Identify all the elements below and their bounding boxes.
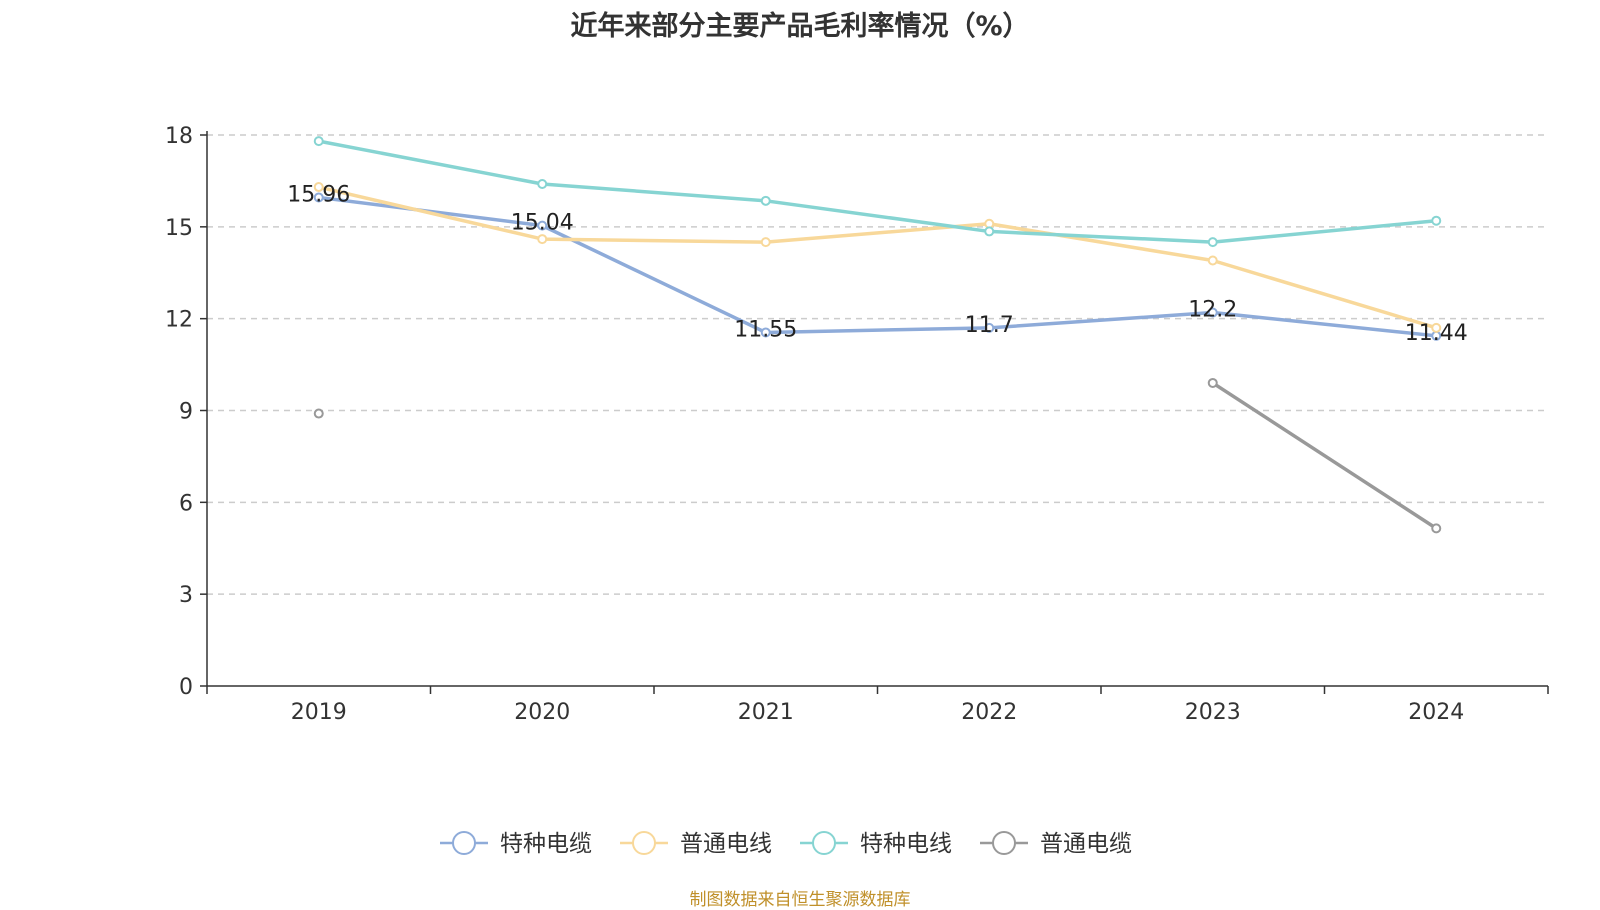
legend-label: 特种电线	[860, 831, 952, 857]
data-point[interactable]	[1207, 307, 1218, 318]
data-point[interactable]	[1431, 215, 1442, 226]
data-point[interactable]	[984, 322, 995, 333]
legend-item-1[interactable]: 特种电缆	[440, 831, 592, 857]
data-point[interactable]	[1207, 255, 1218, 266]
data-point[interactable]	[537, 234, 548, 245]
data-point[interactable]	[1207, 237, 1218, 248]
series-lines	[313, 136, 1442, 534]
legend-item-4[interactable]: 普通电缆	[980, 831, 1132, 857]
x-tick-label-2023: 2023	[1185, 700, 1241, 725]
data-point[interactable]	[760, 237, 771, 248]
data-point[interactable]	[313, 136, 324, 147]
source-note: 制图数据来自恒生聚源数据库	[689, 890, 911, 910]
data-point[interactable]	[313, 192, 324, 203]
series-line-1-0	[318, 195, 1437, 338]
data-point[interactable]	[760, 327, 771, 338]
legend-item-3[interactable]: 特种电线	[800, 831, 952, 857]
y-tick-label-3: 3	[179, 583, 193, 608]
data-label: 15.04	[511, 211, 574, 236]
legend-label: 普通电缆	[1040, 831, 1132, 857]
y-tick-label-6: 6	[179, 491, 193, 516]
x-tick-label-2020: 2020	[514, 700, 570, 725]
data-point[interactable]	[537, 220, 548, 231]
data-point[interactable]	[1431, 523, 1442, 534]
legend-marker-icon	[992, 831, 1016, 855]
legend-marker-icon	[452, 831, 476, 855]
x-tick-label-2021: 2021	[738, 700, 794, 725]
data-label: 12.2	[1188, 298, 1237, 323]
data-point[interactable]	[760, 195, 771, 206]
legend-item-2[interactable]: 普通电线	[620, 831, 772, 857]
data-point[interactable]	[313, 408, 324, 419]
data-point[interactable]	[1431, 322, 1442, 333]
gridlines	[207, 134, 1548, 595]
series-line-2-0	[318, 185, 1437, 330]
y-tick-label-0: 0	[179, 675, 193, 700]
data-point[interactable]	[984, 226, 995, 237]
y-tick-label-9: 9	[179, 400, 193, 425]
data-label: 11.44	[1405, 321, 1468, 346]
data-point[interactable]	[537, 178, 548, 189]
series-4	[313, 377, 1442, 534]
x-tick-label-2024: 2024	[1408, 700, 1464, 725]
data-labels: 15.96 15.04 11.55 11.7 12.2 11.44	[287, 182, 1467, 345]
series-3	[313, 136, 1442, 248]
data-point[interactable]	[1207, 377, 1218, 388]
legend-marker-icon	[812, 831, 836, 855]
data-label: 11.55	[734, 317, 797, 342]
series-1	[313, 192, 1442, 341]
legend[interactable]: 特种电缆 普通电线 特种电线 普通电缆	[440, 831, 1132, 857]
data-label: 11.7	[965, 313, 1014, 338]
series-2	[313, 182, 1442, 333]
chart-title: 近年来部分主要产品毛利率情况（%）	[570, 11, 1030, 42]
axes: 0 3 6 9 12 15 18 2019 2020 2021 2022 2023 2024	[165, 124, 1549, 725]
series-line-4-1	[1211, 381, 1438, 530]
x-tick-label-2019: 2019	[291, 700, 347, 725]
legend-label: 特种电缆	[500, 831, 592, 857]
data-label: 15.96	[287, 182, 350, 207]
y-tick-label-12: 12	[165, 308, 193, 333]
series-line-3-0	[318, 139, 1437, 244]
y-tick-label-18: 18	[165, 124, 193, 149]
data-point[interactable]	[313, 182, 324, 193]
x-tick-label-2022: 2022	[961, 700, 1017, 725]
legend-label: 普通电线	[680, 831, 772, 857]
legend-marker-icon	[632, 831, 656, 855]
y-tick-label-15: 15	[165, 216, 193, 241]
